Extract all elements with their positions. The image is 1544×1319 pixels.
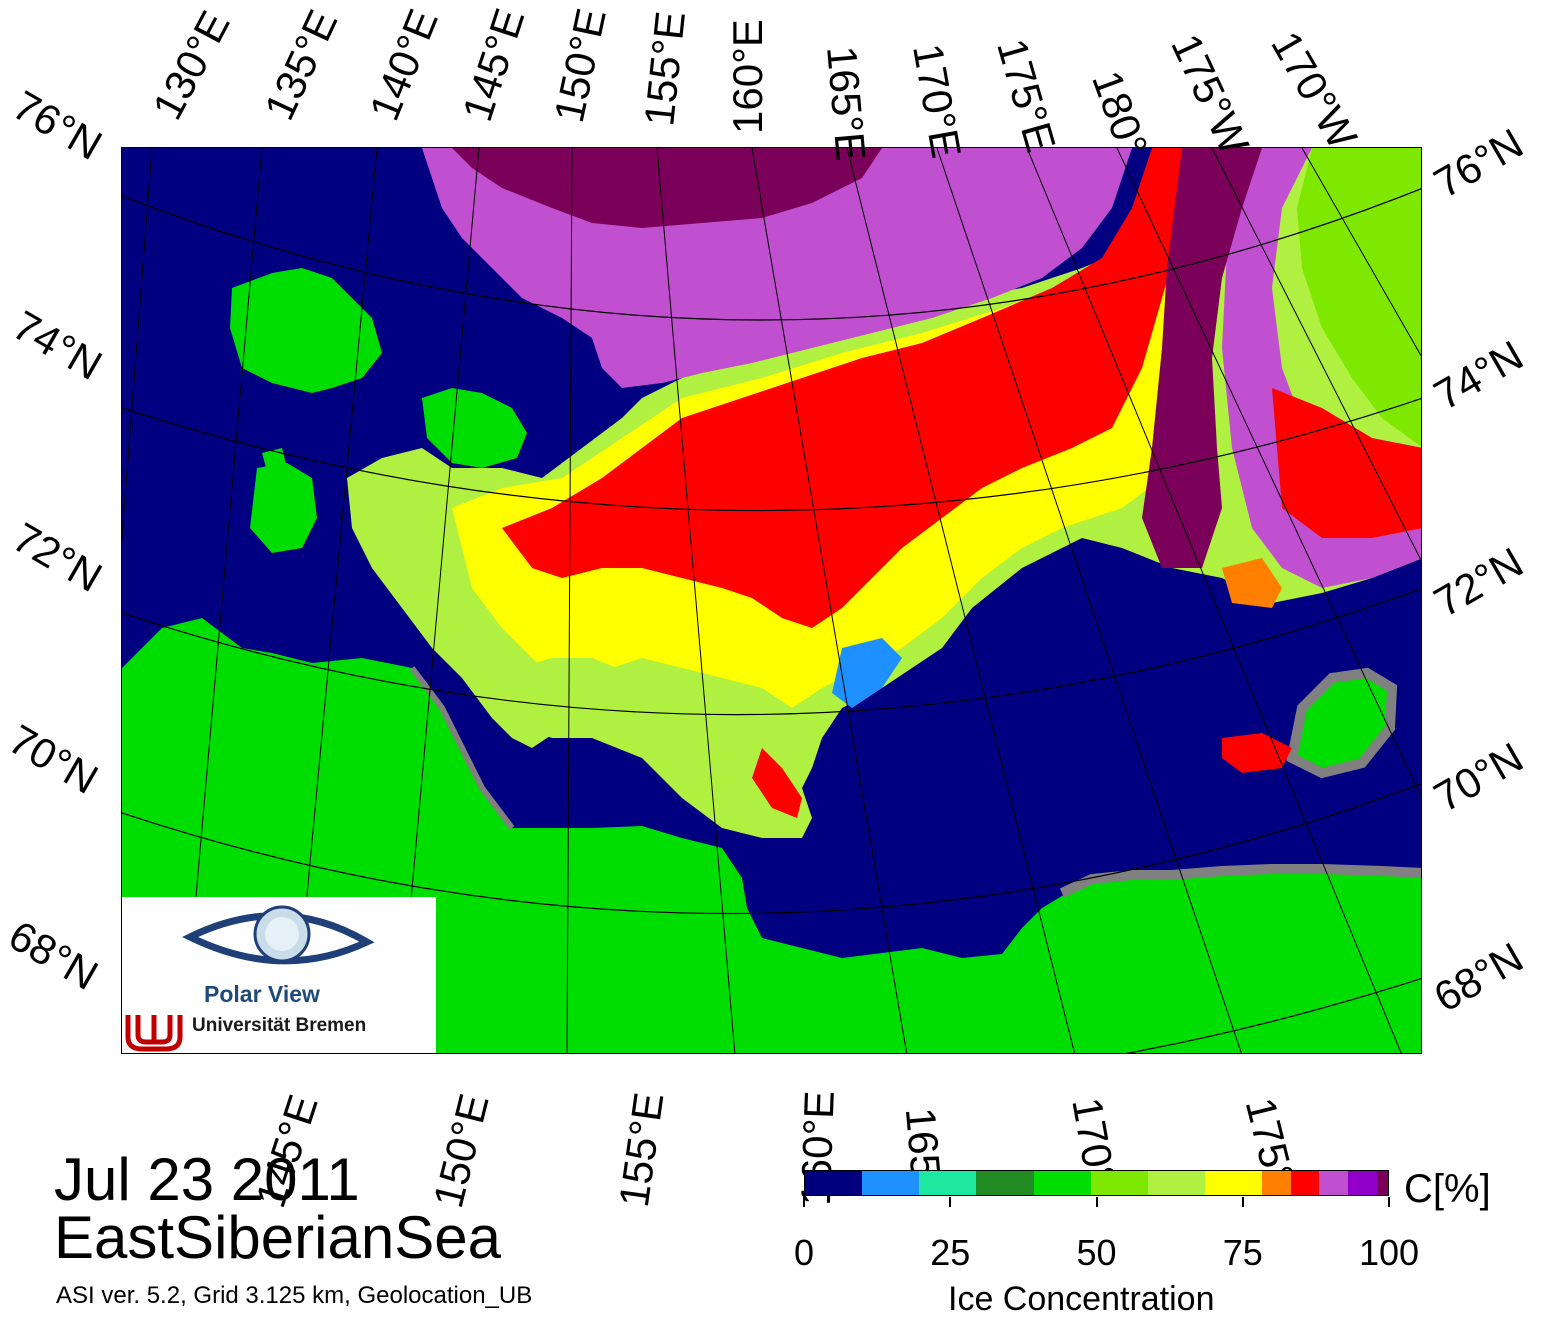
colorbar-segment (1319, 1171, 1348, 1195)
lat-label-right-72: 72°N (1426, 538, 1531, 626)
longitude-gridlines (122, 148, 1421, 1053)
chukchi-ice-100 (1142, 148, 1262, 568)
lon-label-top-130e: 130°E (143, 3, 239, 127)
colorbar-segment (1090, 1171, 1148, 1195)
map-info: ASI ver. 5.2, Grid 3.125 km, Geolocation… (56, 1282, 533, 1309)
lyakhovsky-island (250, 463, 317, 553)
colorbar-tick (1095, 1197, 1098, 1207)
colorbar-segment (805, 1171, 863, 1195)
colorbar-tick (949, 1197, 952, 1207)
lat-label-right-70: 70°N (1426, 733, 1531, 821)
colorbar-tick-label: 25 (930, 1232, 971, 1273)
chukchi-ice-red (1272, 388, 1421, 538)
colorbar-segment (1347, 1171, 1377, 1195)
lat-label-left-76: 76°N (5, 81, 110, 169)
wrangel-island (1286, 667, 1398, 779)
new-siberia-island (422, 388, 527, 468)
logo-name: Polar View (204, 981, 320, 1007)
lat-label-right-76: 76°N (1426, 119, 1531, 207)
ub-logo-icon (125, 1015, 183, 1052)
coast-fringe-west (409, 666, 515, 830)
colorbar-tick (803, 1197, 805, 1207)
wrangel-ice-patch (1222, 733, 1292, 773)
colorbar-segment (862, 1171, 920, 1195)
ice-zone-100 (452, 148, 882, 228)
ice-edge-blue (832, 638, 902, 708)
colorbar-segment (1376, 1171, 1388, 1195)
lon-label-top-175w: 175°W (1162, 26, 1259, 162)
lat-label-right-74: 74°N (1426, 331, 1531, 419)
logo-institution: Universität Bremen (192, 1015, 367, 1036)
lon-label-top-170w: 170°W (1262, 23, 1367, 157)
colorbar-segment (1147, 1171, 1206, 1195)
colorbar-tick-label: 50 (1076, 1232, 1117, 1273)
colorbar-segment (1290, 1171, 1320, 1195)
ice-zone-red (502, 148, 1197, 628)
lon-label-top-160e: 160°E (724, 19, 771, 134)
colorbar-tick (1241, 1197, 1244, 1207)
small-island (262, 448, 287, 471)
colorbar-segment (976, 1171, 1034, 1195)
map-region: EastSiberianSea (54, 1204, 501, 1271)
lon-label-top-135e: 135°E (255, 2, 347, 127)
colorbar-tick-label: 0 (793, 1232, 815, 1273)
lon-label-top-175e: 175°E (988, 33, 1065, 157)
lat-label-left-72: 72°N (5, 513, 110, 601)
colorbar-tick-label: 75 (1222, 1232, 1263, 1273)
lon-label-bottom-150e: 150°E (424, 1089, 498, 1213)
colorbar (804, 1170, 1389, 1196)
polar-view-logo: Polar View Universität Bremen (122, 897, 436, 1053)
lon-label-top-145e: 145°E (453, 2, 534, 127)
lon-label-top-150e: 150°E (544, 4, 615, 127)
lon-label-bottom-155e: 155°E (609, 1089, 673, 1210)
lon-label-top-155e: 155°E (635, 9, 694, 129)
colorbar-tick (1388, 1197, 1390, 1207)
colorbar-segment (1205, 1171, 1263, 1195)
colorbar-segment (1262, 1171, 1291, 1195)
eye-logo-icon (125, 905, 375, 1052)
colorbar-title: Ice Concentration (948, 1280, 1215, 1318)
lon-label-top-140e: 140°E (360, 2, 447, 127)
kotelny-island (230, 268, 382, 393)
lat-label-left-70: 70°N (1, 715, 106, 803)
colorbar-segment (919, 1171, 977, 1195)
ice-tongue-red (752, 748, 802, 818)
mainland-land (122, 618, 1421, 1053)
lon-label-top-170e: 170°E (904, 40, 971, 162)
ice-tongue-south (517, 658, 812, 838)
coast-fringe (1059, 864, 1421, 898)
colorbar-segment (1033, 1171, 1091, 1195)
colorbar-tick-label: 100 (1358, 1232, 1420, 1273)
map-date: Jul 23 2011 (54, 1146, 360, 1213)
chukchi-edge-orange (1222, 558, 1282, 608)
lon-label-top-165e: 165°E (818, 44, 875, 163)
lat-label-left-68: 68°N (1, 911, 106, 999)
lat-label-right-68: 68°N (1426, 933, 1531, 1021)
lat-label-left-74: 74°N (5, 301, 110, 389)
colorbar-unit: C[%] (1404, 1167, 1491, 1211)
